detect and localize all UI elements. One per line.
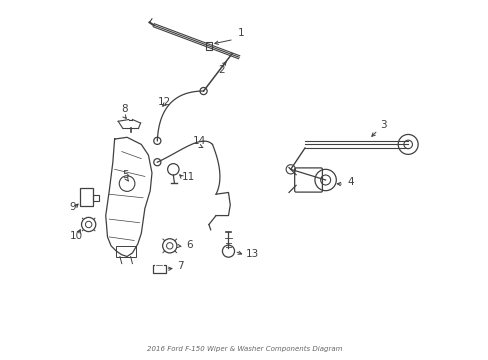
Text: 4: 4: [347, 177, 354, 187]
Text: 14: 14: [192, 136, 206, 147]
Text: 3: 3: [379, 120, 386, 130]
Text: 5: 5: [122, 170, 128, 180]
Text: 2016 Ford F-150 Wiper & Washer Components Diagram: 2016 Ford F-150 Wiper & Washer Component…: [146, 346, 342, 352]
Text: 9: 9: [69, 202, 76, 212]
Text: 1: 1: [237, 28, 244, 38]
Text: 10: 10: [69, 231, 82, 241]
Bar: [116, 246, 136, 257]
Text: 11: 11: [182, 172, 195, 182]
Bar: [80, 188, 92, 206]
Text: 2: 2: [217, 65, 224, 75]
Text: 8: 8: [122, 104, 128, 114]
Text: 6: 6: [185, 240, 192, 249]
Bar: [206, 42, 212, 50]
Text: 12: 12: [157, 97, 170, 107]
Text: 7: 7: [177, 261, 183, 271]
Text: 13: 13: [246, 248, 259, 258]
Bar: [92, 195, 99, 201]
Bar: [152, 265, 165, 273]
